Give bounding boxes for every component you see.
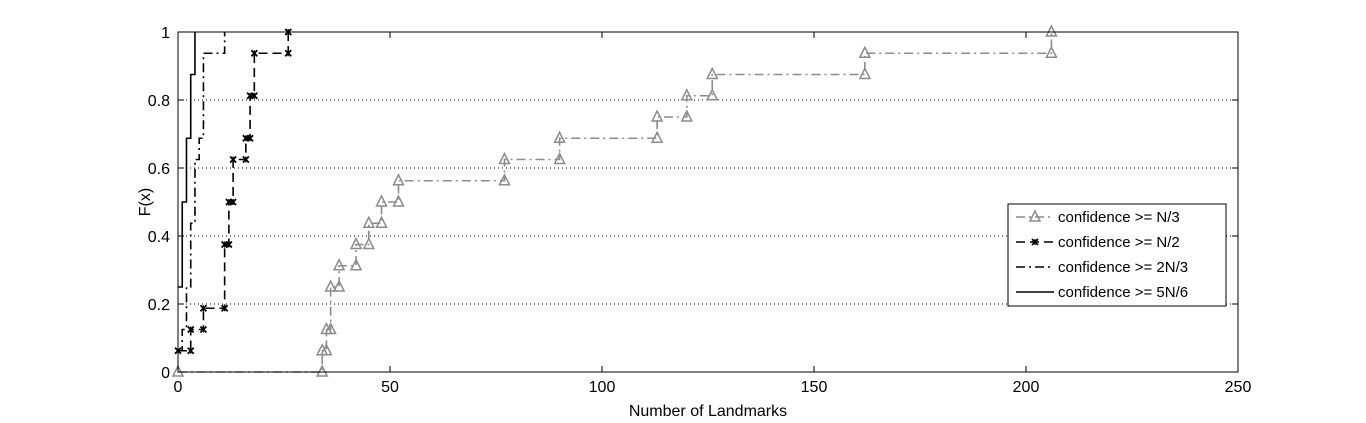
series-marker-1	[650, 130, 664, 143]
series-lines	[178, 32, 1053, 373]
series-marker-1	[324, 321, 337, 335]
series-markers	[171, 24, 1058, 377]
legend-label: confidence >= N/3	[1058, 209, 1180, 226]
plot-frame	[177, 31, 1239, 373]
series-marker-1	[650, 109, 664, 122]
series-marker-1	[332, 279, 346, 292]
series-marker-1	[171, 364, 185, 377]
series-marker-2	[284, 49, 292, 57]
series-marker-1	[498, 173, 511, 186]
series-marker-1	[375, 194, 388, 207]
y-tick-label: 0.8	[148, 93, 170, 110]
series-marker-1	[392, 173, 405, 186]
series-marker-2	[242, 155, 250, 164]
x-tick-label: 0	[174, 379, 183, 396]
series-marker-1	[706, 88, 719, 101]
series-marker-2	[187, 325, 195, 334]
legend-box	[1007, 203, 1227, 307]
series-marker-1	[858, 45, 872, 58]
series-marker-1	[680, 109, 694, 122]
series-marker-2	[199, 304, 208, 312]
x-tick-label: 50	[381, 379, 399, 396]
legend-label: confidence >= 2N/3	[1058, 259, 1188, 276]
axis-ticks: 0 50 100 150 200 250 0 0.2 0.4 0.6 0.8 1	[148, 25, 1252, 396]
series-marker-2	[225, 240, 233, 249]
x-axis-label: Number of Landmarks	[629, 403, 787, 420]
y-tick-label: 0.6	[148, 161, 170, 178]
y-tick-label: 0.4	[148, 229, 170, 246]
series-marker-1	[362, 236, 376, 250]
series-marker-1	[315, 364, 329, 377]
y-tick-label: 1	[161, 25, 170, 42]
legend-label: confidence >= N/2	[1058, 234, 1180, 251]
legend-marker	[1031, 238, 1039, 246]
series-marker-2	[187, 347, 195, 355]
series-marker-1	[553, 130, 566, 143]
series-marker-1	[375, 215, 388, 228]
x-tick-label: 250	[1225, 379, 1252, 396]
series-marker-2	[250, 92, 258, 100]
series-line-3	[178, 32, 226, 352]
series-marker-1	[706, 66, 719, 80]
series-marker-2	[246, 134, 254, 142]
series-marker-2	[250, 49, 258, 57]
series-marker-2	[229, 155, 237, 164]
series-line-1	[178, 32, 1053, 373]
series-marker-2	[199, 325, 208, 334]
x-tick-label: 100	[589, 379, 616, 396]
x-tick-label: 200	[1013, 379, 1040, 396]
series-marker-1	[858, 66, 872, 80]
series-marker-1	[332, 258, 346, 271]
legend-label: confidence >= 5N/6	[1058, 284, 1188, 301]
y-axis-label: F(x)	[137, 188, 154, 216]
series-marker-1	[349, 258, 363, 271]
y-tick-label: 0.2	[148, 297, 170, 314]
series-line-4	[178, 32, 196, 288]
series-marker-2	[221, 304, 229, 312]
series-marker-1	[392, 194, 405, 207]
series-marker-1	[320, 343, 333, 356]
legend-marker	[1028, 209, 1042, 222]
x-tick-label: 150	[801, 379, 828, 396]
series-marker-1	[680, 88, 694, 101]
y-tick-label: 0	[161, 365, 170, 382]
series-marker-1	[1045, 45, 1058, 58]
series-marker-2	[229, 198, 237, 206]
series-marker-1	[1045, 24, 1058, 37]
series-marker-1	[362, 215, 376, 228]
series-marker-1	[324, 279, 337, 292]
legend: confidence >= N/3 confidence >= N/2 confid…	[1007, 203, 1227, 307]
series-marker-1	[498, 151, 511, 165]
series-marker-1	[553, 151, 566, 165]
series-marker-1	[349, 236, 363, 250]
